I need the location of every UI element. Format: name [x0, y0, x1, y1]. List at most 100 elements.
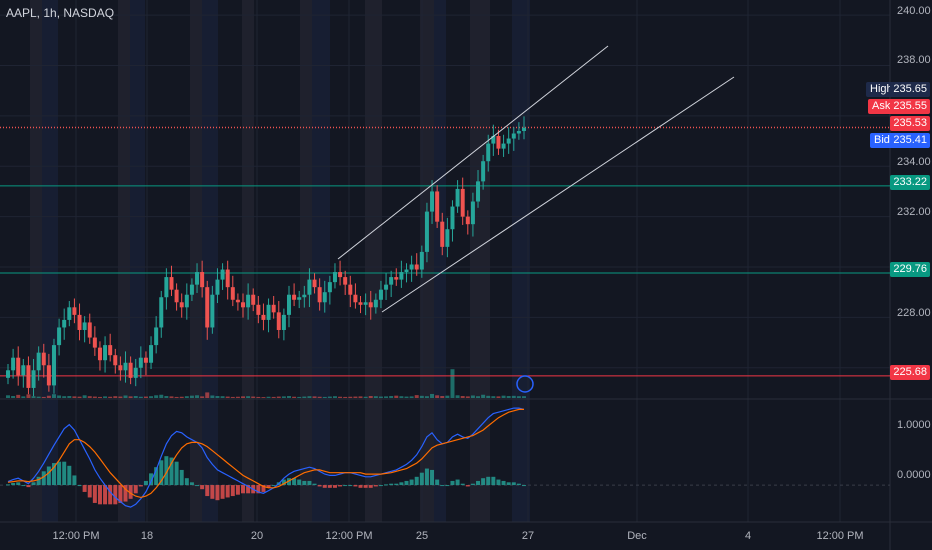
price-label-238: 238.00 [897, 54, 931, 66]
symbol-title[interactable]: AAPL, 1h, NASDAQ [6, 6, 115, 20]
ask-value: 235.55 [890, 99, 930, 114]
price-label-228: 228.00 [897, 307, 931, 319]
macd-hist-25 [133, 485, 138, 494]
volume-bar-71 [368, 396, 373, 398]
macd-hist-47 [246, 485, 251, 494]
candle-body-54 [281, 314, 286, 330]
macd-hist-12 [67, 465, 72, 486]
candle-body-69 [358, 302, 363, 305]
volume-bar-2 [16, 394, 21, 398]
candle-body-46 [241, 302, 246, 308]
session-band-2 [118, 0, 130, 522]
volume-bar-94 [486, 395, 491, 398]
volume-bar-36 [189, 395, 194, 398]
macd-hist-60 [312, 483, 317, 486]
session-band-7 [300, 0, 312, 522]
macd-hist-24 [128, 485, 133, 499]
candle-body-81 [419, 251, 424, 270]
volume-bar-101 [522, 396, 526, 398]
candle-body-42 [220, 269, 225, 280]
volume-bar-25 [133, 396, 138, 398]
macd-hist-67 [348, 485, 353, 487]
macd-hist-37 [195, 485, 200, 487]
price-label-234: 234.00 [897, 156, 931, 168]
candle-body-29 [154, 327, 159, 346]
ask-label: Ask [868, 99, 895, 114]
candle-body-74 [384, 284, 389, 290]
volume-bar-96 [496, 396, 501, 398]
volume-bar-50 [261, 397, 266, 398]
volume-bar-49 [256, 396, 261, 398]
candle-body-52 [271, 304, 276, 313]
candle-body-84 [435, 191, 440, 222]
candle-body-5 [31, 370, 36, 388]
candle-body-45 [235, 299, 240, 303]
macd-hist-101 [522, 485, 526, 487]
candle-body-73 [378, 289, 383, 300]
volume-bar-19 [103, 396, 108, 398]
volume-bar-93 [481, 394, 486, 398]
candle-body-86 [445, 229, 450, 247]
candle-body-24 [128, 362, 133, 378]
candle-body-99 [511, 133, 516, 139]
candle-body-62 [322, 292, 327, 303]
volume-bar-15 [82, 395, 87, 398]
volume-bar-70 [363, 396, 368, 398]
level-tag-225-68[interactable]: 225.68 [890, 365, 930, 380]
volume-bar-92 [476, 396, 481, 398]
candle-body-87 [450, 206, 455, 230]
macd-hist-23 [123, 485, 128, 502]
volume-bar-22 [118, 396, 123, 398]
candle-body-21 [113, 355, 118, 366]
candle-body-12 [67, 307, 72, 320]
macd-hist-32 [169, 457, 174, 486]
macd-hist-1 [11, 483, 16, 486]
macd-line [7, 407, 525, 508]
macd-hist-55 [286, 478, 291, 486]
macd-label-0: 0.0000 [897, 469, 931, 481]
volume-bar-54 [281, 396, 286, 398]
parallel-channel[interactable] [337, 45, 735, 393]
macd-hist-36 [189, 482, 194, 486]
level-tag-229-76[interactable]: 229.76 [890, 262, 930, 277]
volume-bar-72 [373, 396, 378, 398]
volume-bar-55 [286, 396, 291, 398]
candle-body-61 [317, 287, 322, 303]
candle-body-6 [36, 352, 41, 371]
candle-body-79 [409, 264, 414, 270]
macd-hist-90 [465, 485, 470, 487]
high-value: 235.65 [890, 82, 930, 97]
candle-body-30 [159, 297, 164, 328]
volume-bar-95 [491, 396, 496, 398]
volume-bar-12 [67, 396, 72, 398]
macd-hist-34 [179, 469, 184, 486]
macd-hist-62 [322, 485, 327, 488]
volume-bar-90 [465, 396, 470, 398]
level-tag-233-22[interactable]: 233.22 [890, 175, 930, 190]
volume-bar-61 [317, 396, 322, 398]
macd-hist-6 [36, 476, 41, 486]
volume-bar-82 [424, 396, 429, 398]
macd-hist-82 [424, 468, 429, 486]
macd-hist-38 [200, 485, 205, 490]
macd-hist-15 [82, 485, 87, 492]
volume-bars [6, 369, 526, 398]
candle-body-57 [297, 297, 302, 300]
high-label: High [866, 82, 897, 97]
volume-bar-33 [174, 396, 179, 398]
candle-body-64 [332, 272, 337, 283]
macd-hist-64 [332, 485, 337, 488]
macd-hist-78 [404, 480, 409, 486]
candle-body-51 [266, 304, 271, 320]
candle-body-49 [256, 304, 261, 315]
volume-bar-99 [511, 395, 516, 398]
macd-hist-81 [419, 472, 424, 486]
macd-hist-79 [409, 479, 414, 486]
macd-hist-21 [113, 485, 118, 505]
volume-bar-75 [389, 396, 394, 398]
macd-hist-87 [450, 480, 455, 486]
macd-hist-3 [21, 485, 26, 487]
macd-hist-71 [368, 485, 373, 488]
macd-hist-40 [210, 485, 215, 499]
